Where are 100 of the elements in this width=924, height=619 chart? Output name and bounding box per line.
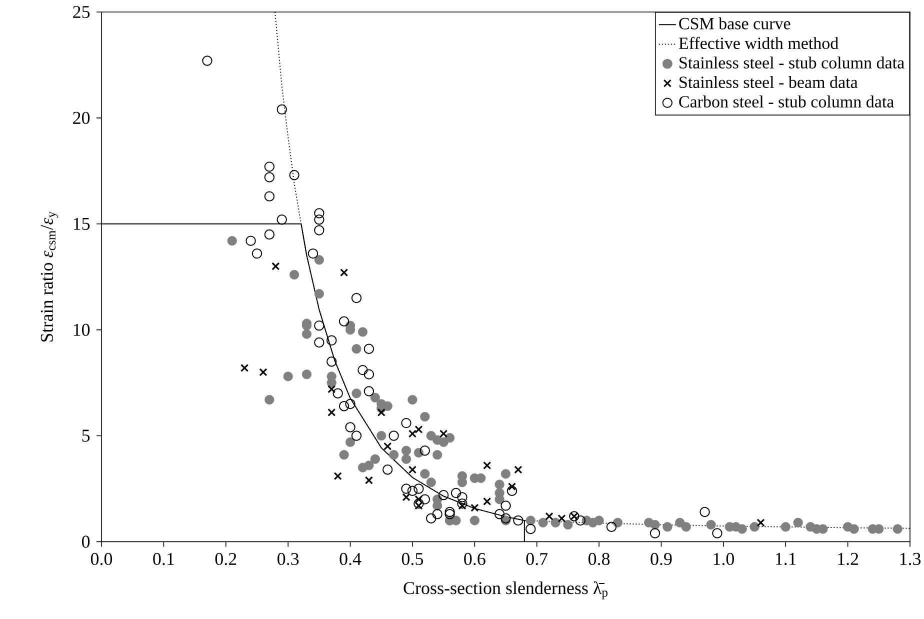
x-tick-label: 0.8 (588, 552, 610, 566)
point (401, 484, 412, 494)
x-tick-label: 0.7 (526, 552, 548, 566)
point (402, 493, 410, 502)
legend-label: Carbon steel - stub column data (679, 96, 894, 108)
y-tick-label: 20 (73, 112, 90, 124)
point (388, 430, 399, 441)
point (364, 476, 373, 484)
point (328, 385, 336, 394)
point (240, 364, 249, 372)
point (414, 484, 424, 494)
x-axis-title: Cross-section slenderness λ̄$_{p}$ (404, 581, 608, 600)
point (438, 490, 449, 500)
point (314, 208, 324, 218)
point (364, 369, 374, 380)
point (308, 248, 318, 259)
point (272, 262, 280, 270)
point (432, 509, 442, 520)
point (332, 388, 343, 398)
point (444, 509, 455, 520)
point (377, 408, 386, 417)
point (326, 335, 337, 346)
point (458, 502, 466, 510)
x-tick-label: 1.3 (900, 552, 921, 566)
x-tick-label: 0.2 (215, 552, 236, 566)
legend-label: Stainless steel - beam data (680, 76, 858, 88)
y-tick-label: 10 (74, 324, 90, 336)
point (414, 502, 423, 510)
legend-label: Effective width method (678, 36, 838, 50)
point (506, 486, 518, 496)
point (384, 442, 392, 450)
point (440, 430, 448, 438)
legend-label: Stainless steel - stub column data (680, 56, 904, 69)
point (500, 500, 511, 511)
point (276, 214, 287, 225)
point (444, 506, 455, 518)
point (483, 461, 492, 470)
point (259, 368, 268, 376)
point (314, 320, 324, 331)
point (314, 337, 324, 348)
point (351, 430, 362, 441)
point (514, 466, 522, 474)
point (545, 512, 554, 520)
point (328, 408, 336, 417)
y-tick-label: 5 (82, 430, 90, 442)
y-tick-label: 15 (74, 218, 90, 230)
point (289, 170, 300, 180)
y-axis-title: Strain ratio ε$_{csm}$/ε$_{y}$ (40, 212, 58, 342)
x-tick-label: 0.6 (464, 552, 486, 566)
point (351, 292, 362, 304)
x-tick-label: 0.5 (402, 552, 424, 566)
point (264, 191, 275, 202)
point (358, 364, 368, 376)
point (414, 425, 423, 434)
point (345, 422, 356, 432)
point (264, 229, 275, 240)
point (426, 513, 436, 524)
x-tick-label: 0.0 (90, 552, 112, 566)
point (264, 162, 275, 172)
point (575, 515, 586, 526)
point (401, 418, 412, 428)
point (712, 528, 722, 538)
point (202, 56, 212, 66)
point (364, 386, 374, 396)
point (338, 401, 350, 412)
point (470, 504, 479, 512)
y-tick-label: 25 (73, 6, 90, 18)
x-tick-label: 1.1 (776, 552, 796, 566)
point (276, 104, 287, 115)
point (326, 356, 337, 367)
point (414, 498, 424, 509)
point (756, 518, 765, 527)
point (407, 486, 418, 496)
x-tick-label: 0.3 (278, 552, 299, 566)
point (457, 492, 468, 502)
y-tick-label: 0 (82, 536, 90, 548)
point (558, 514, 566, 522)
x-tick-label: 1.0 (714, 552, 734, 566)
point (345, 398, 356, 410)
point (408, 430, 417, 438)
point (252, 248, 262, 259)
x-tick-label: 0.1 (153, 552, 174, 566)
point (494, 509, 505, 520)
point (408, 466, 417, 474)
point (650, 528, 660, 538)
point (334, 472, 342, 480)
point (526, 524, 536, 534)
point (420, 494, 430, 504)
x-tick-label: 0.4 (340, 552, 362, 566)
point (500, 513, 511, 524)
point (450, 488, 462, 498)
point (513, 515, 524, 526)
point (338, 316, 350, 326)
x-tick-label: 1.2 (838, 552, 858, 566)
point (420, 445, 430, 456)
point (314, 214, 324, 225)
point (340, 268, 348, 277)
point (246, 236, 256, 246)
point (264, 172, 275, 182)
legend-label: CSM base curve (679, 17, 790, 30)
